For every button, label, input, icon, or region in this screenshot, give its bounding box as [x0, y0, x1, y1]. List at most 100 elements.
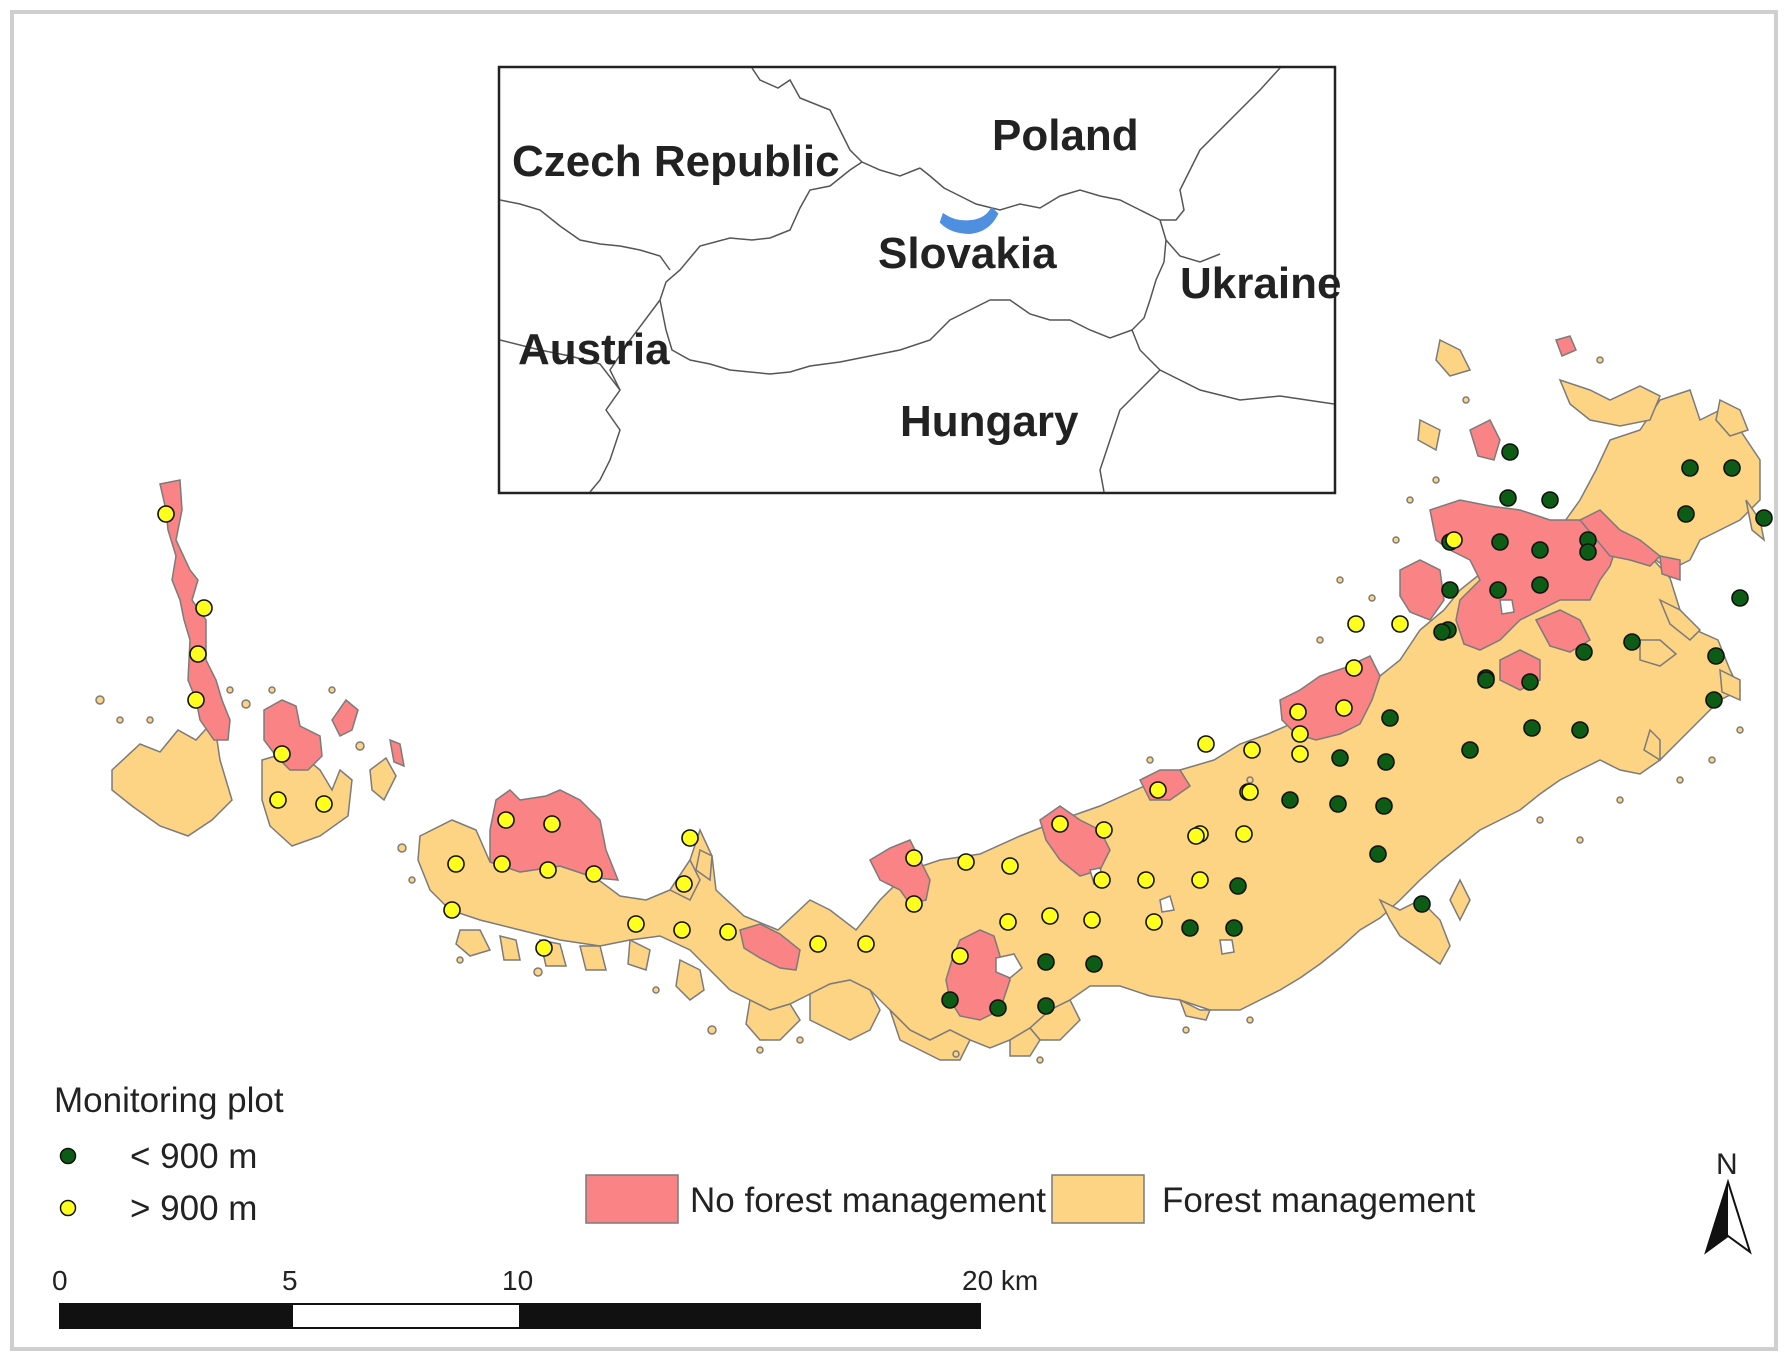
- plot-marker-low: [1731, 589, 1749, 607]
- monitoring-plots-high: [157, 505, 1463, 965]
- plot-marker-high: [195, 599, 213, 617]
- plot-marker-low: [1369, 845, 1387, 863]
- plot-marker-high: [543, 815, 561, 833]
- scale-tick-5: 5: [282, 1265, 298, 1296]
- plot-marker-high: [1335, 699, 1353, 717]
- plot-marker-low: [1575, 643, 1593, 661]
- plot-marker-low: [1521, 673, 1539, 691]
- plot-marker-low: [1329, 795, 1347, 813]
- scale-tick-20: 20 km: [962, 1265, 1038, 1296]
- plot-marker-high: [269, 791, 287, 809]
- plot-marker-low: [1491, 533, 1509, 551]
- plot-marker-low: [1531, 576, 1549, 594]
- plot-marker-low: [1085, 955, 1103, 973]
- plot-marker-low: [1541, 491, 1559, 509]
- country-label-hungary: Hungary: [900, 397, 1079, 446]
- legend-plot-high-label: > 900 m: [130, 1189, 257, 1228]
- plot-marker-low: [1225, 919, 1243, 937]
- plot-marker-high: [719, 923, 737, 941]
- plot-marker-high: [1347, 615, 1365, 633]
- scale-tick-10: 10: [502, 1265, 533, 1296]
- plot-marker-high: [1235, 825, 1253, 843]
- plot-marker-high: [1093, 871, 1111, 889]
- country-label-poland: Poland: [992, 111, 1139, 160]
- plot-marker-low: [1381, 709, 1399, 727]
- plot-marker-high: [189, 645, 207, 663]
- plot-marker-high: [999, 913, 1017, 931]
- plot-marker-high: [443, 901, 461, 919]
- plot-marker-high: [315, 795, 333, 813]
- plot-marker-high: [1345, 659, 1363, 677]
- plot-marker-high: [1187, 827, 1205, 845]
- forest-management-area: [111, 338, 1766, 1061]
- plot-marker-low: [1755, 509, 1773, 527]
- plot-marker-high: [497, 811, 515, 829]
- inset-borders: [500, 68, 1334, 492]
- legend-management-label: Forest management: [1162, 1181, 1475, 1220]
- plot-marker-high: [273, 745, 291, 763]
- plot-marker-high: [1197, 735, 1215, 753]
- legend-plot-high-symbol: [59, 1199, 77, 1217]
- plot-marker-high: [1445, 531, 1463, 549]
- plot-marker-low: [1707, 647, 1725, 665]
- scale-tick-0: 0: [52, 1265, 68, 1296]
- plot-marker-high: [627, 915, 645, 933]
- plot-marker-low: [1375, 797, 1393, 815]
- plot-marker-low: [1461, 741, 1479, 759]
- plot-marker-high: [585, 865, 603, 883]
- plot-marker-high: [1243, 741, 1261, 759]
- plot-marker-low: [1441, 581, 1459, 599]
- legend-plot-low-label: < 900 m: [130, 1137, 257, 1176]
- plot-marker-low: [1413, 895, 1431, 913]
- plot-marker-low: [1677, 505, 1695, 523]
- plot-marker-low: [1681, 459, 1699, 477]
- plot-marker-high: [1291, 745, 1309, 763]
- country-label-slovakia: Slovakia: [878, 229, 1057, 278]
- country-label-austria: Austria: [518, 325, 670, 374]
- no-forest-management-area: [159, 335, 1681, 1021]
- plot-marker-low: [1037, 997, 1055, 1015]
- legend: Monitoring plot < 900 m > 900 m No fores…: [54, 1081, 1475, 1228]
- plot-marker-low: [1037, 953, 1055, 971]
- plot-marker-low: [1623, 633, 1641, 651]
- legend-no-management-label: No forest management: [690, 1181, 1046, 1220]
- plot-marker-low: [1723, 459, 1741, 477]
- plot-marker-high: [1041, 907, 1059, 925]
- plot-marker-high: [493, 855, 511, 873]
- plot-marker-high: [1149, 781, 1167, 799]
- plot-marker-high: [447, 855, 465, 873]
- plot-marker-high: [1289, 703, 1307, 721]
- plot-marker-low: [1281, 791, 1299, 809]
- plot-marker-high: [951, 947, 969, 965]
- plot-marker-high: [1083, 911, 1101, 929]
- plot-marker-high: [1291, 725, 1309, 743]
- plot-marker-low: [1523, 719, 1541, 737]
- north-arrow: N: [1704, 1148, 1752, 1255]
- plot-marker-low: [1433, 623, 1451, 641]
- country-label-ukraine: Ukraine: [1180, 259, 1341, 308]
- plot-marker-high: [905, 895, 923, 913]
- inset-frame: [497, 65, 1337, 495]
- plot-marker-high: [1095, 821, 1113, 839]
- plot-marker-high: [535, 939, 553, 957]
- legend-title: Monitoring plot: [54, 1081, 284, 1120]
- plot-marker-low: [1477, 671, 1495, 689]
- plot-marker-high: [1001, 857, 1019, 875]
- plot-marker-low: [989, 999, 1007, 1017]
- plot-marker-low: [1229, 877, 1247, 895]
- legend-management-swatch: [1051, 1174, 1145, 1224]
- plot-marker-high: [1051, 815, 1069, 833]
- plot-marker-high: [1145, 913, 1163, 931]
- plot-marker-high: [957, 853, 975, 871]
- forest-areas: [95, 335, 1766, 1064]
- plot-marker-low: [1181, 919, 1199, 937]
- inset-map: Czech Republic Poland Slovakia Ukraine A…: [497, 65, 1341, 495]
- plot-marker-low: [1579, 543, 1597, 561]
- plot-marker-low: [1331, 749, 1349, 767]
- country-label-czech: Czech Republic: [512, 137, 840, 186]
- study-area-inset-marker: [939, 206, 999, 235]
- plot-marker-high: [1191, 871, 1209, 889]
- plot-marker-low: [1377, 753, 1395, 771]
- plot-marker-low: [1499, 489, 1517, 507]
